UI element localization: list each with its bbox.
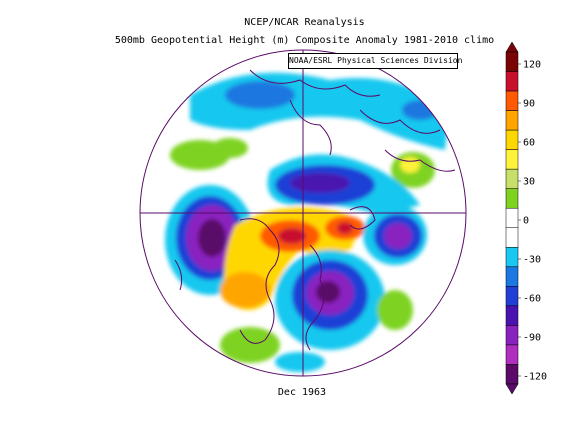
credit-label: NOAA/ESRL Physical Sciences Division — [288, 53, 462, 69]
colorbar-arrow-top — [505, 41, 519, 53]
colorbar-swatch — [505, 266, 519, 287]
anomaly-field — [140, 50, 466, 376]
colorbar-tick-label: -30 — [523, 255, 541, 266]
colorbar-swatch — [505, 90, 519, 111]
colorbar-swatch — [505, 149, 519, 170]
colorbar-swatch — [505, 227, 519, 248]
colorbar-swatch — [505, 247, 519, 268]
date-label: Dec 1963 — [277, 387, 327, 398]
colorbar-swatch — [505, 325, 519, 346]
colorbar-swatch — [505, 110, 519, 131]
colorbar-swatch — [505, 344, 519, 365]
colorbar-swatch — [505, 129, 519, 150]
colorbar-tick-label: -90 — [523, 333, 541, 344]
colorbar-swatch — [505, 168, 519, 189]
colorbar-tick-label: 90 — [523, 99, 535, 110]
colorbar-tick-label: 30 — [523, 177, 535, 188]
colorbar-swatch — [505, 207, 519, 229]
colorbar-tick-label: 120 — [523, 60, 541, 71]
colorbar-swatch — [505, 305, 519, 326]
colorbar-swatch — [505, 364, 519, 385]
map-boundary — [139, 49, 467, 377]
map-title: NCEP/NCAR Reanalysis — [244, 17, 365, 28]
colorbar-tick-label: 60 — [523, 138, 535, 149]
colorbar-swatch — [505, 188, 519, 209]
colorbar-tick-label: -60 — [523, 294, 541, 305]
colorbar: 120 90 60 30 0 -30 -60 -90 -120 — [505, 41, 547, 395]
colorbar-swatch — [505, 51, 519, 72]
colorbar-swatch — [505, 71, 519, 92]
colorbar-swatch — [505, 286, 519, 307]
colorbar-tick-label: 0 — [523, 216, 529, 227]
colorbar-arrow-bottom — [505, 383, 519, 395]
colorbar-tick-label: -120 — [523, 372, 547, 383]
map-subtitle: 500mb Geopotential Height (m) Composite … — [114, 35, 495, 46]
